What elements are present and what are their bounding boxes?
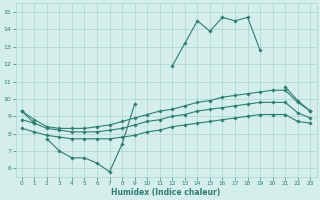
X-axis label: Humidex (Indice chaleur): Humidex (Indice chaleur)	[111, 188, 221, 197]
